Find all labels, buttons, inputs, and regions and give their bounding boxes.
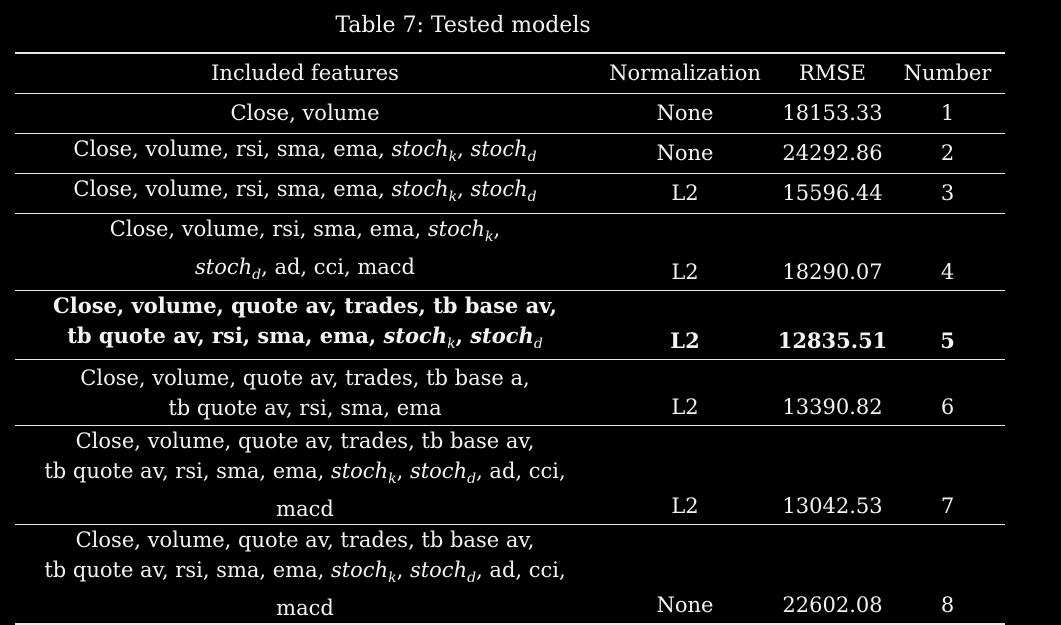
features-line-1: Close, volume, quote av, trades, tb base… — [75, 429, 535, 454]
features-line-2: tb quote av, rsi, sma, ema, — [44, 459, 331, 484]
normalization-cell: L2 — [671, 259, 699, 284]
number-cell: 1 — [940, 101, 955, 125]
features-cell: Close, volume, quote av, trades, tb base… — [15, 360, 595, 426]
stoch-k-symbol: stochk — [330, 459, 397, 488]
features-text: Close, volume, rsi, sma, ema, — [73, 136, 392, 161]
stoch-d-symbol: stochd — [470, 322, 543, 353]
separator: , — [457, 176, 471, 201]
features-cell: Close, volume, rsi, sma, ema, stochk, st… — [15, 133, 595, 173]
features-line-2: tb quote av, rsi, sma, ema — [168, 395, 442, 420]
number-cell: 7 — [940, 494, 955, 519]
separator: , — [396, 558, 410, 583]
table-row-best: Close, volume, quote av, trades, tb base… — [15, 290, 1005, 360]
features-line-1: Close, volume, quote av, trades, tb base… — [53, 292, 557, 318]
rmse-cell: 12835.51 — [777, 328, 888, 354]
normalization-cell: L2 — [671, 494, 699, 519]
stoch-d-symbol: stochd — [194, 254, 262, 283]
features-line-2: tb quote av, rsi, sma, ema, — [67, 322, 384, 348]
table-row: Close, volume, rsi, sma, ema, stochk, sto… — [15, 213, 1005, 291]
stoch-d-symbol: stochd — [409, 558, 477, 587]
rmse-cell: 13042.53 — [782, 494, 883, 519]
features-cell: Close, volume, rsi, sma, ema, stochk, st… — [15, 173, 595, 213]
normalization-cell: None — [656, 141, 714, 165]
table-caption: Table 7: Tested models — [335, 13, 591, 38]
line-end: , — [493, 216, 501, 241]
stoch-k-symbol: stochk — [391, 176, 458, 206]
separator: , — [457, 136, 471, 161]
stoch-k-symbol: stochk — [383, 322, 456, 353]
normalization-cell: L2 — [671, 395, 699, 420]
features-cell: Close, volume, quote av, trades, tb base… — [15, 426, 595, 525]
features-line-1: Close, volume, quote av, trades, tb base… — [75, 528, 535, 553]
table-row: Close, volume, rsi, sma, ema, stochk, st… — [15, 133, 1005, 173]
rmse-cell: 24292.86 — [782, 141, 883, 165]
features-line-2: tb quote av, rsi, sma, ema, — [44, 558, 331, 583]
table-row: Close, volume None 18153.33 1 — [15, 93, 1005, 133]
table-row: Close, volume, rsi, sma, ema, stochk, st… — [15, 173, 1005, 213]
stoch-k-symbol: stochk — [391, 136, 458, 166]
table-row: Close, volume, quote av, trades, tb base… — [15, 360, 1005, 426]
header-number: Number — [903, 61, 992, 86]
features-text: Close, volume — [230, 101, 380, 125]
stoch-k-symbol: stochk — [330, 558, 397, 587]
rmse-cell: 18290.07 — [782, 259, 883, 284]
features-line-2-tail: , ad, cci, macd — [261, 254, 415, 279]
table-header-row: Included features Normalization RMSE Num… — [15, 53, 1005, 93]
number-cell: 2 — [940, 141, 955, 165]
rmse-cell: 13390.82 — [782, 395, 883, 420]
normalization-cell: None — [656, 593, 714, 618]
normalization-cell: None — [656, 101, 714, 125]
features-text: Close, volume, rsi, sma, ema, — [73, 176, 392, 201]
number-cell: 8 — [940, 593, 955, 618]
stoch-d-symbol: stochd — [409, 459, 477, 488]
number-cell: 3 — [940, 181, 955, 205]
header-normalization: Normalization — [609, 61, 761, 86]
normalization-cell: L2 — [670, 328, 700, 354]
number-cell: 4 — [940, 259, 955, 284]
rmse-cell: 22602.08 — [782, 593, 883, 618]
rmse-cell: 15596.44 — [782, 181, 883, 205]
features-cell: Close, volume — [15, 93, 595, 133]
separator: , — [396, 459, 410, 484]
rmse-cell: 18153.33 — [782, 101, 883, 125]
table-row: Close, volume, quote av, trades, tb base… — [15, 525, 1005, 625]
features-line-1: Close, volume, rsi, sma, ema, — [109, 216, 428, 241]
features-line-1: Close, volume, quote av, trades, tb base… — [80, 365, 530, 390]
features-cell: Close, volume, quote av, trades, tb base… — [15, 290, 595, 359]
document-page: Table 7: Tested models Included features… — [15, 13, 1005, 625]
header-included-features: Included features — [211, 61, 399, 86]
features-cell: Close, volume, quote av, trades, tb base… — [15, 525, 595, 625]
stoch-d-symbol: stochd — [470, 136, 537, 166]
features-line-2-tail: , ad, cci, macd — [276, 459, 566, 522]
features-cell: Close, volume, rsi, sma, ema, stochk, sto… — [15, 213, 595, 290]
stoch-d-symbol: stochd — [470, 176, 537, 206]
normalization-cell: L2 — [671, 181, 699, 205]
stoch-k-symbol: stochk — [427, 216, 494, 245]
number-cell: 5 — [940, 328, 955, 354]
table-row: Close, volume, quote av, trades, tb base… — [15, 426, 1005, 525]
separator: , — [455, 322, 471, 348]
tested-models-table: Included features Normalization RMSE Num… — [15, 52, 1005, 625]
header-rmse: RMSE — [798, 61, 867, 86]
number-cell: 6 — [940, 395, 955, 420]
